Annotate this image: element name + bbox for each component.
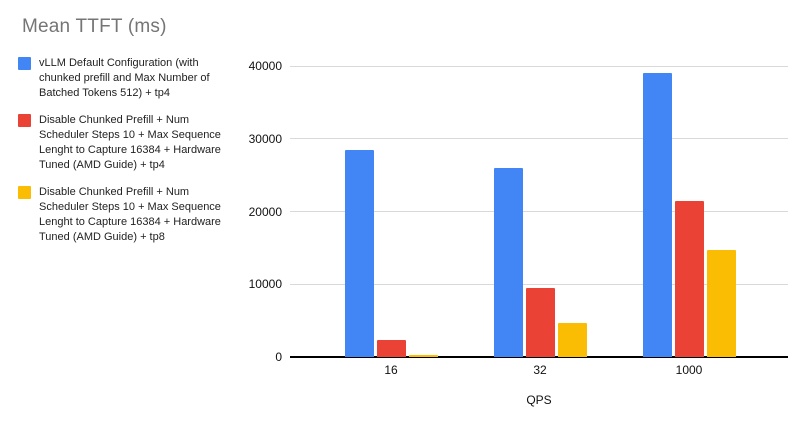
legend: vLLM Default Configuration (with chunked… <box>18 56 240 257</box>
legend-item: vLLM Default Configuration (with chunked… <box>18 56 240 101</box>
gridline <box>290 65 788 67</box>
bar-group <box>493 66 587 357</box>
legend-swatch-icon <box>18 114 31 127</box>
x-tick-label: 32 <box>533 363 547 377</box>
legend-label: vLLM Default Configuration (with chunked… <box>39 57 210 99</box>
bar <box>557 322 587 357</box>
bar <box>408 355 438 357</box>
bar <box>344 149 374 357</box>
bar <box>674 200 704 357</box>
x-axis-line <box>290 356 788 358</box>
y-tick-label: 10000 <box>248 277 282 292</box>
bar-group <box>344 66 438 357</box>
plot-area <box>290 65 788 358</box>
bar <box>493 167 523 357</box>
bar <box>706 250 736 357</box>
bar-group <box>642 66 736 357</box>
x-axis-title: QPS <box>526 393 552 407</box>
y-tick-label: 40000 <box>248 59 282 73</box>
x-tick-label: 1000 <box>675 363 703 377</box>
chart-title: Mean TTFT (ms) <box>22 16 167 37</box>
legend-swatch-icon <box>18 186 31 199</box>
gridline <box>290 211 788 212</box>
legend-label: Disable Chunked Prefill + Num Scheduler … <box>39 186 221 243</box>
bar <box>642 73 672 357</box>
bar <box>525 287 555 357</box>
legend-swatch-icon <box>18 57 31 70</box>
x-tick-label: 16 <box>384 363 398 377</box>
legend-item: Disable Chunked Prefill + Num Scheduler … <box>18 185 240 245</box>
gridline <box>290 138 788 140</box>
gridline <box>290 283 788 285</box>
legend-label: Disable Chunked Prefill + Num Scheduler … <box>39 114 221 171</box>
y-tick-label: 20000 <box>248 204 282 219</box>
y-tick-label: 30000 <box>248 131 282 146</box>
bar <box>376 340 406 357</box>
y-tick-label: 0 <box>275 350 282 364</box>
legend-item: Disable Chunked Prefill + Num Scheduler … <box>18 113 240 173</box>
